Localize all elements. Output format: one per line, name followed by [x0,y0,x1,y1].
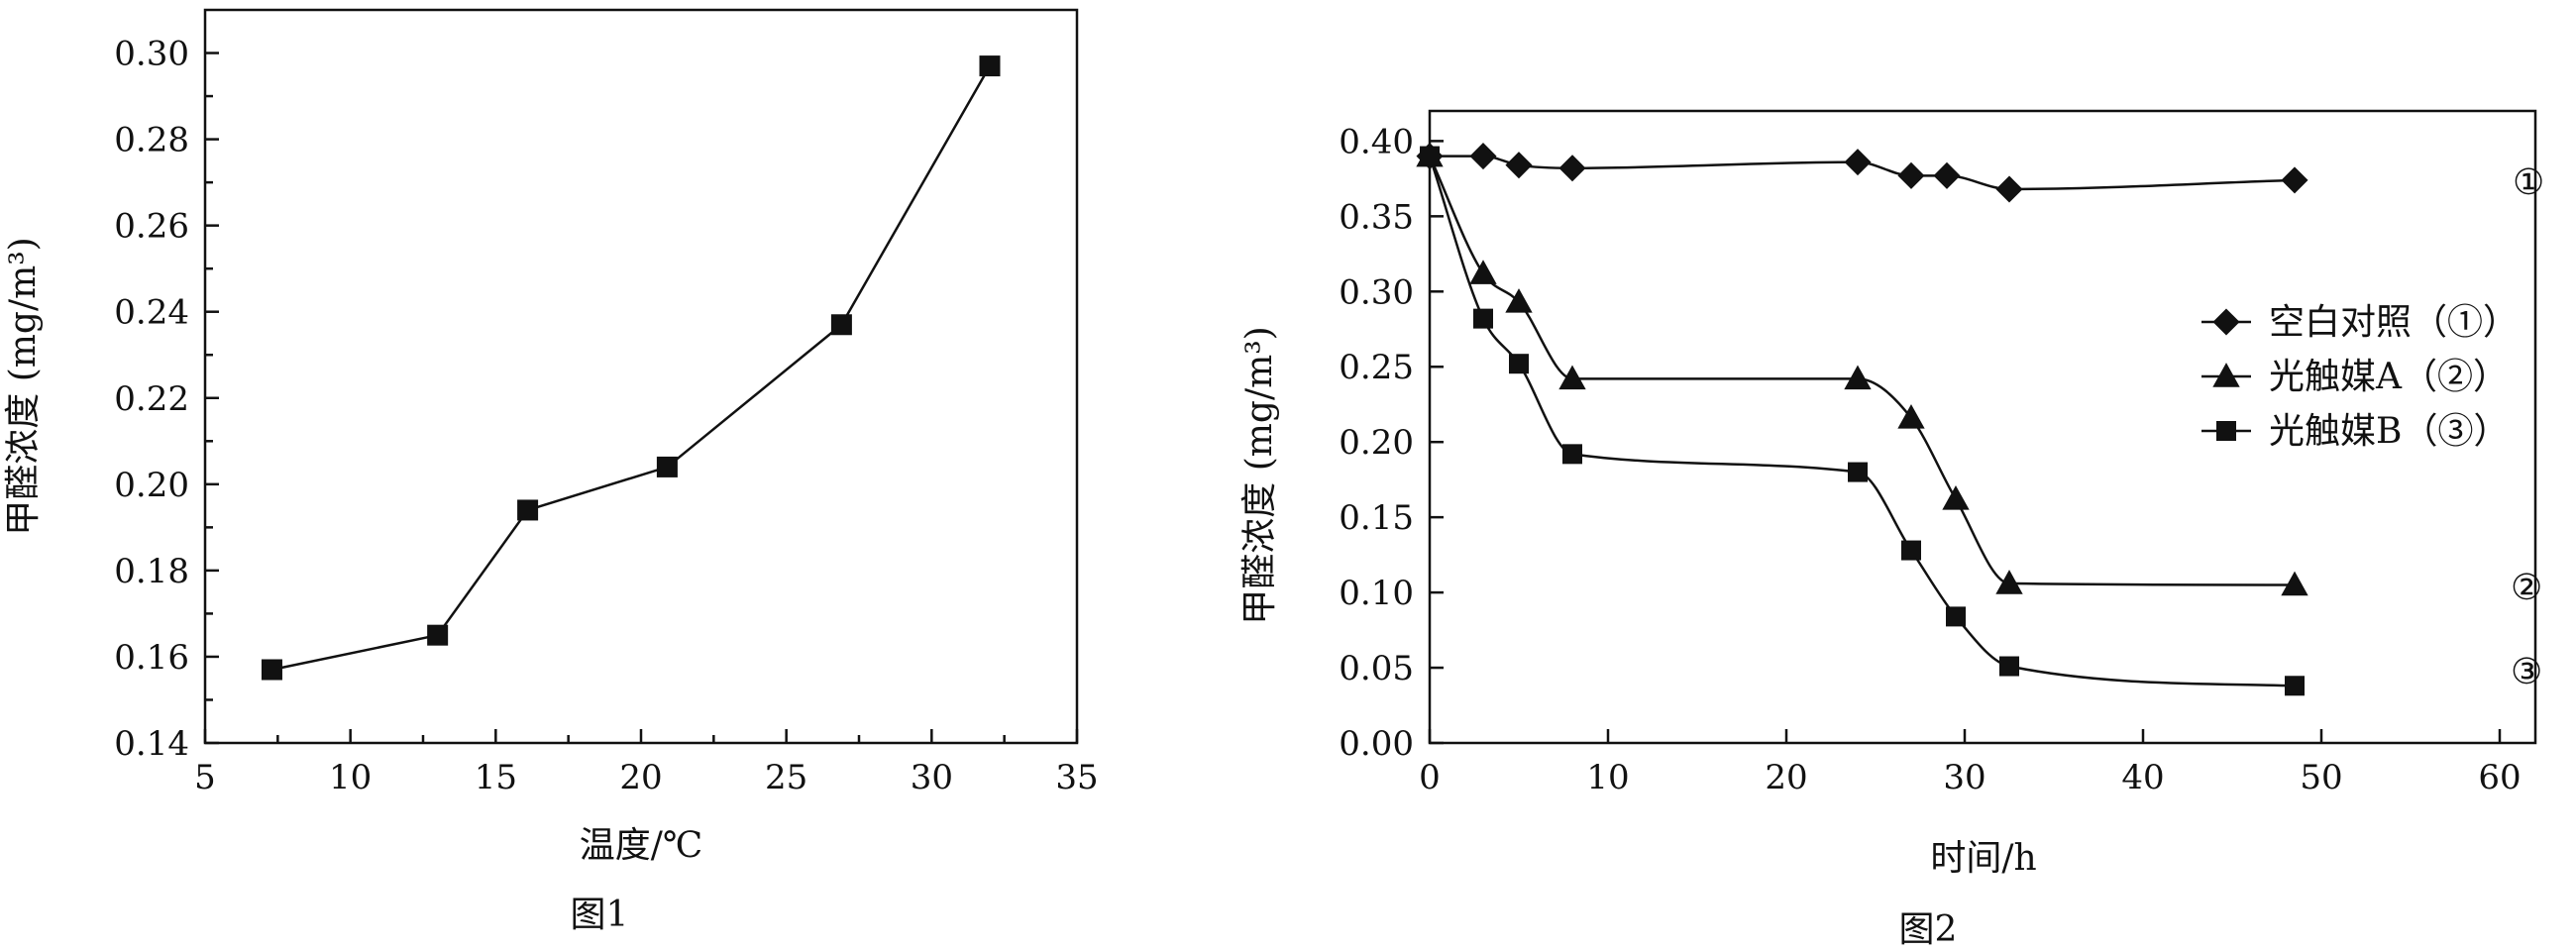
fig1-data-point [830,314,852,336]
x-tick-label: 30 [911,758,953,797]
fig2-data-point-2 [1942,485,1970,510]
fig2-data-point-1 [1933,161,1961,189]
fig2-series [1416,142,2308,696]
fig2-data-point-3 [1946,606,1966,627]
y-tick-label: 0.16 [114,638,189,678]
x-tick-label: 50 [2300,758,2342,797]
x-tick-label: 20 [1765,758,1807,797]
fig2-plot-frame [1428,109,2537,745]
fig1-data-point [427,624,449,646]
fig2-series-line-2 [1428,156,2296,586]
y-tick-label: 0.30 [114,35,189,74]
y-tick-label: 0.00 [1339,724,1414,764]
x-tick-label: 60 [2478,758,2521,797]
x-tick-label: 30 [1943,758,1986,797]
legend-entry-1: 空白对照（①） [2269,302,2519,343]
fig1-data-point [517,499,539,521]
fig1-caption: 图1 [571,895,629,935]
y-tick-label: 0.40 [1339,122,1414,161]
x-tick-label: 15 [475,758,517,797]
x-tick-label: 10 [1586,758,1629,797]
y-tick-label: 0.20 [114,466,189,505]
fig2-data-point-3 [1901,540,1921,561]
fig1-ticks [203,52,1079,745]
fig2-series-callouts: ① ② ③ [2511,162,2544,692]
fig2-data-point-2 [1897,404,1925,429]
fig2-data-point-1 [1844,149,1872,176]
fig2-data-point-2 [1995,570,2023,594]
fig2-data-point-3 [2285,676,2305,696]
fig2-data-point-1 [1505,152,1533,179]
fig2-ticks [1428,140,2502,745]
fig1-y-tick-labels: 0.14 0.16 0.18 0.20 0.22 0.24 0.26 0.28 0.30 [114,35,189,764]
legend-entry-3: 光触媒B（③） [2269,411,2509,452]
x-tick-label: 0 [1419,758,1441,797]
y-tick-label: 0.14 [114,724,189,764]
fig2-data-point-1 [2281,166,2308,194]
fig2-data-point-3 [1562,444,1582,465]
fig2-data-point-2 [1844,365,1872,390]
fig2-data-point-3 [1509,354,1529,374]
fig2-series-callout-1: ① [2513,162,2544,203]
x-tick-label: 25 [765,758,807,797]
fig2-x-tick-labels: 0 10 20 30 40 50 60 [1419,758,2521,797]
fig2-data-point-1 [1469,143,1497,170]
fig2-series-callout-3: ③ [2511,652,2542,692]
legend-entry-2: 光触媒A（②） [2269,357,2509,397]
y-tick-label: 0.15 [1339,498,1414,538]
y-tick-label: 0.18 [114,552,189,591]
fig1-x-tick-labels: 5 10 15 20 25 30 35 [194,758,1098,797]
fig2-data-point-3 [1848,462,1868,482]
fig1-series [261,55,1001,681]
y-tick-label: 0.24 [114,293,189,333]
fig2-legend: 空白对照（①） 光触媒A（②） 光触媒B（③） [2201,302,2519,452]
y-tick-label: 0.28 [114,121,189,160]
fig2-data-point-3 [1420,146,1440,166]
fig1-series-line [271,64,992,672]
fig2-x-axis-title: 时间/h [1930,838,2036,879]
x-tick-label: 35 [1055,758,1098,797]
fig2-data-point-1 [1558,155,1586,182]
figure-2: 0 10 20 30 40 50 60 0.000.050.100.150.200.250.… [1239,109,2544,950]
fig2-data-point-2 [1505,288,1533,313]
fig2-y-tick-labels: 0.00 0.05 0.10 0.15 0.20 0.25 0.30 0.35 0.40 [1339,122,1414,764]
fig2-data-point-1 [1995,175,2023,203]
y-tick-label: 0.30 [1339,272,1414,312]
fig2-y-axis-title: 甲醛浓度 (mg/m³) [1239,326,1280,624]
legend-marker [2212,308,2240,336]
legend-marker [2216,421,2236,441]
y-tick-label: 0.25 [1339,348,1414,387]
fig2-data-point-2 [1558,365,1586,390]
y-tick-label: 0.05 [1339,649,1414,688]
legend-marker [2212,363,2240,387]
figure-1: 5 10 15 20 25 30 35 0.140.160.180.200.220.240.… [3,8,1099,935]
fig2-series-line-3 [1428,156,2296,687]
y-tick-label: 0.35 [1339,197,1414,237]
fig1-plot-frame [203,8,1079,745]
fig1-data-point [656,456,678,477]
y-tick-label: 0.20 [1339,423,1414,463]
y-tick-label: 0.26 [114,207,189,247]
x-tick-label: 20 [619,758,662,797]
fig2-data-point-3 [1999,656,2019,677]
x-tick-label: 40 [2121,758,2164,797]
x-tick-label: 5 [194,758,216,797]
fig1-x-axis-title: 温度/℃ [580,825,702,866]
fig1-data-point [979,55,1001,77]
x-tick-label: 10 [329,758,372,797]
fig2-data-point-1 [1897,161,1925,189]
fig2-data-point-2 [2281,571,2308,596]
fig1-y-axis-title: 甲醛浓度 (mg/m³) [3,237,44,535]
y-tick-label: 0.22 [114,379,189,419]
fig2-series-callout-2: ② [2511,568,2542,608]
fig2-caption: 图2 [1899,909,1958,950]
y-tick-label: 0.10 [1339,574,1414,613]
fig2-data-point-2 [1469,260,1497,284]
fig1-data-point [261,659,282,681]
fig2-data-point-3 [1473,308,1493,329]
